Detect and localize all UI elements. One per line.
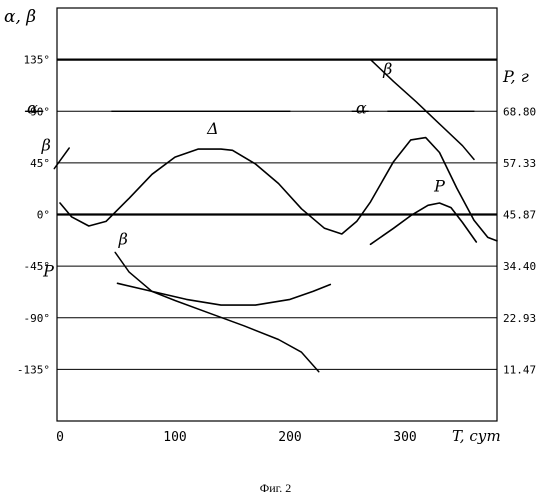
chart: 135°90°45°0°-45°-90°-135°68.8057.3345.87… [0,0,551,480]
x-tick-label: 0 [56,430,64,445]
right-tick-label: 34.40 [503,260,536,273]
right-tick-label: 45.87 [503,209,536,222]
curve-label: β [382,60,392,79]
series-line-β [115,252,319,371]
grid-lines [57,60,497,370]
series-line-P [371,203,477,244]
series-line-P [118,283,331,305]
right-tick-label: 68.80 [503,105,536,118]
left-tick-label: 0° [37,209,50,222]
right-axis-label: P, г [502,67,529,86]
left-axis-label: α, β [4,7,36,27]
curve-label: β [41,135,51,154]
left-tick-label: 45° [30,157,50,170]
curve-label: Δ [206,119,219,138]
right-tick-label: 22.93 [503,312,536,325]
curve-label: α [27,99,38,118]
series-group [26,60,498,372]
x-tick-label: 300 [393,430,416,445]
right-tick-label: 11.47 [503,363,536,376]
curve-label: α [356,99,367,118]
x-tick-label: 100 [163,430,186,445]
left-tick-label: 135° [24,54,51,67]
right-tick-label: 57.33 [503,157,536,170]
curve-label: P [42,261,54,280]
tick-labels: 135°90°45°0°-45°-90°-135°68.8057.3345.87… [17,54,536,445]
left-tick-label: -135° [17,363,50,376]
x-tick-label: 200 [278,430,301,445]
curve-labels: Δβ β β P Pα α [27,60,445,281]
left-tick-label: -90° [24,312,51,325]
curve-label: P [433,177,445,196]
figure-caption: Фиг. 2 [0,481,551,496]
curve-label: β [118,229,128,248]
x-axis-label: T, сут [452,427,501,445]
series-line-Δ [60,138,497,241]
